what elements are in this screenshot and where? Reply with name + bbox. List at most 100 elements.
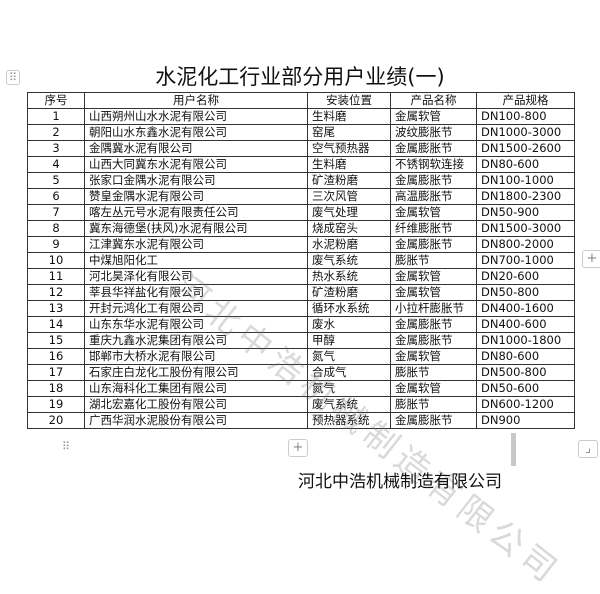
product-spec: DN50-900 <box>476 204 575 221</box>
product-spec: DN500-800 <box>476 364 575 381</box>
table-row: 15 重庆九鑫水泥集团有限公司 甲醇 金属膨胀节 DN1000-1800 <box>27 332 575 349</box>
user-name: 张家口金隅水泥有限公司 <box>84 172 308 189</box>
user-name: 中煤旭阳化工 <box>84 252 308 269</box>
product-name: 金属软管 <box>390 204 477 221</box>
row-number: 20 <box>27 412 85 429</box>
add-row-button[interactable]: + <box>288 439 308 457</box>
product-spec: DN50-600 <box>476 380 575 397</box>
install-location: 生料磨 <box>307 108 391 125</box>
product-spec: DN100-800 <box>476 108 575 125</box>
product-spec: DN1000-1800 <box>476 332 575 349</box>
product-name: 膨胀节 <box>390 396 477 413</box>
column-header: 产品规格 <box>476 92 575 109</box>
cursor-bar <box>511 433 516 466</box>
product-spec: DN600-1200 <box>476 396 575 413</box>
install-location: 热水系统 <box>307 268 391 285</box>
row-number: 11 <box>27 268 85 285</box>
product-spec: DN700-1000 <box>476 252 575 269</box>
row-number: 9 <box>27 236 85 253</box>
product-name: 不锈钢软连接 <box>390 156 477 173</box>
user-name: 山东东华水泥有限公司 <box>84 316 308 333</box>
table-resize-icon[interactable]: ⌟ <box>578 440 598 458</box>
product-spec: DN50-800 <box>476 284 575 301</box>
table-row: 4 山西大同冀东水泥有限公司 生料磨 不锈钢软连接 DN80-600 <box>27 156 575 173</box>
table-row: 11 河北昊泽化有限公司 热水系统 金属软管 DN20-600 <box>27 268 575 285</box>
user-name: 赞皇金隅水泥有限公司 <box>84 188 308 205</box>
user-name: 邯郸市大桥水泥有限公司 <box>84 348 308 365</box>
product-spec: DN80-600 <box>476 348 575 365</box>
product-name: 膨胀节 <box>390 364 477 381</box>
user-name: 喀左丛元号水泥有限责任公司 <box>84 204 308 221</box>
product-spec: DN800-2000 <box>476 236 575 253</box>
install-location: 废气系统 <box>307 396 391 413</box>
table-row: 17 石家庄白龙化工股份有限公司 合成气 膨胀节 DN500-800 <box>27 364 575 381</box>
install-location: 废气系统 <box>307 252 391 269</box>
table-row: 5 张家口金隅水泥有限公司 矿渣粉磨 金属膨胀节 DN100-1000 <box>27 172 575 189</box>
row-number: 18 <box>27 380 85 397</box>
user-name: 朝阳山水东鑫水泥有限公司 <box>84 124 308 141</box>
row-number: 19 <box>27 396 85 413</box>
user-name: 石家庄白龙化工股份有限公司 <box>84 364 308 381</box>
add-column-button[interactable]: + <box>582 250 600 268</box>
install-location: 三次风管 <box>307 188 391 205</box>
install-location: 生料磨 <box>307 156 391 173</box>
row-number: 14 <box>27 316 85 333</box>
user-name: 莘县华祥盐化有限公司 <box>84 284 308 301</box>
product-name: 金属软管 <box>390 348 477 365</box>
product-spec: DN900 <box>476 412 575 429</box>
table-move-handle-icon[interactable]: ⠿ <box>6 70 21 85</box>
product-name: 金属膨胀节 <box>390 332 477 349</box>
company-name: 河北中浩机械制造有限公司 <box>298 472 502 492</box>
install-location: 循环水系统 <box>307 300 391 317</box>
install-location: 废水 <box>307 316 391 333</box>
table-row: 13 开封元鸿化工有限公司 循环水系统 小拉杆膨胀节 DN400-1600 <box>27 300 575 317</box>
user-name: 冀东海德堡(扶风)水泥有限公司 <box>84 220 308 237</box>
table-row: 1 山西朔州山水水泥有限公司 生料磨 金属软管 DN100-800 <box>27 108 575 125</box>
product-name: 金属膨胀节 <box>390 412 477 429</box>
user-name: 重庆九鑫水泥集团有限公司 <box>84 332 308 349</box>
row-number: 5 <box>27 172 85 189</box>
product-name: 膨胀节 <box>390 252 477 269</box>
row-number: 16 <box>27 348 85 365</box>
row-number: 13 <box>27 300 85 317</box>
product-name: 金属膨胀节 <box>390 316 477 333</box>
column-header: 产品名称 <box>390 92 477 109</box>
table-row: 19 湖北宏嘉化工股份有限公司 废气系统 膨胀节 DN600-1200 <box>27 396 575 413</box>
product-name: 金属软管 <box>390 268 477 285</box>
column-header: 用户名称 <box>84 92 308 109</box>
product-spec: DN400-1600 <box>476 300 575 317</box>
table-row: 10 中煤旭阳化工 废气系统 膨胀节 DN700-1000 <box>27 252 575 269</box>
row-number: 17 <box>27 364 85 381</box>
row-number: 12 <box>27 284 85 301</box>
column-header: 安装位置 <box>307 92 391 109</box>
table-row: 8 冀东海德堡(扶风)水泥有限公司 烧成窑头 纤维膨胀节 DN1500-3000 <box>27 220 575 237</box>
product-name: 纤维膨胀节 <box>390 220 477 237</box>
row-number: 6 <box>27 188 85 205</box>
row-number: 2 <box>27 124 85 141</box>
install-location: 甲醇 <box>307 332 391 349</box>
install-location: 矿渣粉磨 <box>307 284 391 301</box>
user-name: 江津冀东水泥有限公司 <box>84 236 308 253</box>
table-row: 7 喀左丛元号水泥有限责任公司 废气处理 金属软管 DN50-900 <box>27 204 575 221</box>
user-name: 湖北宏嘉化工股份有限公司 <box>84 396 308 413</box>
product-spec: DN80-600 <box>476 156 575 173</box>
product-name: 金属膨胀节 <box>390 236 477 253</box>
table-row: 16 邯郸市大桥水泥有限公司 氮气 金属软管 DN80-600 <box>27 348 575 365</box>
row-number: 4 <box>27 156 85 173</box>
row-number: 3 <box>27 140 85 157</box>
product-name: 小拉杆膨胀节 <box>390 300 477 317</box>
user-name: 山东海科化工集团有限公司 <box>84 380 308 397</box>
document-title: 水泥化工行业部分用户业绩(一) <box>155 65 445 89</box>
row-number: 15 <box>27 332 85 349</box>
product-spec: DN100-1000 <box>476 172 575 189</box>
row-drag-handle-icon[interactable]: ⠿ <box>62 440 71 453</box>
user-name: 山西朔州山水水泥有限公司 <box>84 108 308 125</box>
product-spec: DN400-600 <box>476 316 575 333</box>
install-location: 氮气 <box>307 348 391 365</box>
install-location: 预热器系统 <box>307 412 391 429</box>
product-name: 金属软管 <box>390 284 477 301</box>
install-location: 空气预热器 <box>307 140 391 157</box>
install-location: 合成气 <box>307 364 391 381</box>
install-location: 矿渣粉磨 <box>307 172 391 189</box>
table-header-row: 序号 用户名称 安装位置 产品名称 产品规格 <box>27 92 575 109</box>
